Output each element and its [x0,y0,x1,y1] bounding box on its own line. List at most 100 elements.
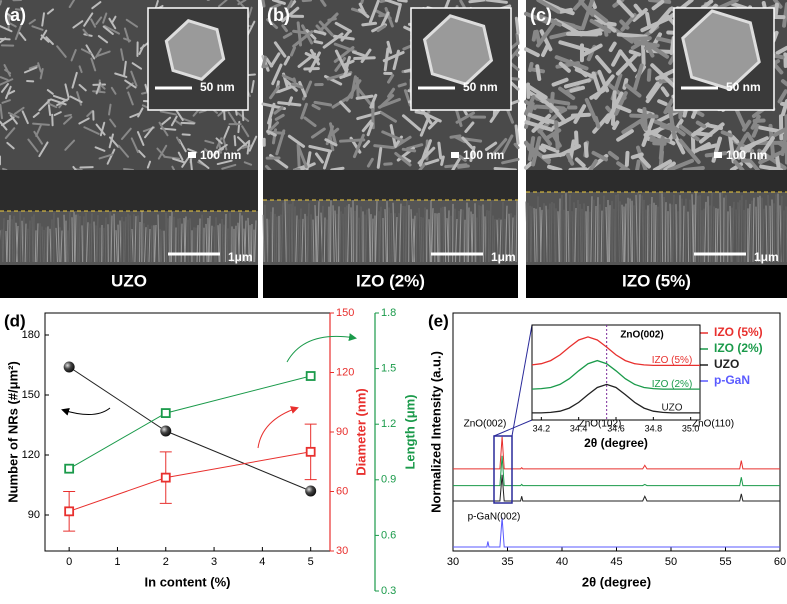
y3-tick-label: 0.6 [381,529,396,541]
nanorod [191,159,192,170]
nanorod-side [74,212,75,262]
nanorod [537,32,539,42]
scale-label: 1μm [228,250,253,264]
nanorod [586,144,587,156]
nanorod [65,115,71,116]
scale-label: 100 nm [200,148,241,162]
y3-tick-label: 1.2 [381,418,396,430]
nanorod-side [662,193,663,262]
nanorod-side [549,204,550,262]
x-tick-label: 30 [447,556,459,568]
panel-label: (a) [4,5,26,25]
scale-bar [451,152,459,158]
nanorod [33,124,49,125]
nanorod [630,38,649,39]
nanorod-side [665,202,666,262]
nanorod [556,122,558,148]
nanorod-side [160,229,161,262]
scale-label: 1μm [754,250,779,264]
nanorod [124,169,133,170]
nanorod [534,32,535,40]
nanorod-side [387,201,388,262]
nanorod [459,166,469,167]
nanorod-side [351,207,352,262]
nanorod [684,168,702,170]
y-axis-label: Normalized Intensity (a.u.) [428,351,443,513]
connector [512,325,532,436]
y3-tick-label: 0.9 [381,474,396,486]
nanorod-side [292,200,293,262]
panel-label: (e) [428,311,449,330]
nanorod [647,14,649,26]
nanorod [470,0,484,2]
caption: IZO (5%) [622,271,691,290]
nanorod [182,123,194,124]
y2-tick-label: 150 [336,307,354,319]
x-tick-label: 2 [163,556,169,568]
nanorod-side [530,206,531,262]
nanorod [315,42,322,43]
y-tick-label: 120 [22,449,40,461]
series-line [69,376,311,469]
caption: IZO (2%) [356,271,425,290]
nanorod-side [483,204,484,262]
nanorod-side [2,230,3,262]
nanorod [399,84,405,86]
nanorod-side [47,226,48,262]
nanorod-side [564,210,565,262]
nanorod [596,118,599,127]
nanorod-side [720,193,721,262]
nanorod [398,0,406,1]
data-point [307,448,315,456]
arrow [287,336,355,362]
nanorod [559,110,565,113]
nanorod-side [83,216,84,262]
data-point [65,465,73,473]
nanorod [570,169,585,170]
nanorod [544,154,564,157]
x-tick-label: 1 [114,556,120,568]
nanorod-side [67,231,68,262]
curve-label: IZO (2%) [652,379,693,390]
nanorod-side [741,195,742,262]
x-tick-label: 34.6 [607,423,625,433]
plot-frame [45,313,330,551]
nanorod-side [338,206,339,262]
nanorod [362,0,363,3]
data-point [307,372,315,380]
nanorod-side [324,218,325,262]
scale-label: 50 nm [463,80,498,94]
nanorod [627,153,628,165]
nanorod [644,109,645,129]
nanorod-side [645,210,646,262]
nanorod-side [671,204,672,262]
x-tick-label: 5 [308,556,314,568]
nanorod-side [272,207,273,262]
scale-label: 100 nm [726,148,767,162]
x-tick-label: 40 [556,556,568,568]
y3-tick-label: 0.3 [381,585,396,597]
x-axis-label: In content (%) [145,574,231,589]
nanorod-side [35,230,36,262]
nanorod-side [151,226,152,262]
y2-tick-label: 60 [336,485,348,497]
x-tick-label: 35.0 [682,423,700,433]
peak-label: p-GaN(002) [468,512,521,523]
nanorod-side [161,230,162,262]
x-axis-label: 2θ (degree) [584,436,648,450]
nanorod [649,70,650,79]
nanorod-side [423,218,424,262]
scale-label: 100 nm [463,148,504,162]
curve-label: UZO [661,403,682,414]
nanorod-side [586,211,587,262]
x-tick-label: 45 [610,556,622,568]
nanorod [0,1,1,5]
x-tick-label: 34.2 [533,423,551,433]
nanorod [651,140,668,141]
y3-axis-label: Length (μm) [402,394,417,469]
nanorod-side [370,214,371,262]
y2-tick-label: 90 [336,426,348,438]
nanorod [235,136,236,145]
